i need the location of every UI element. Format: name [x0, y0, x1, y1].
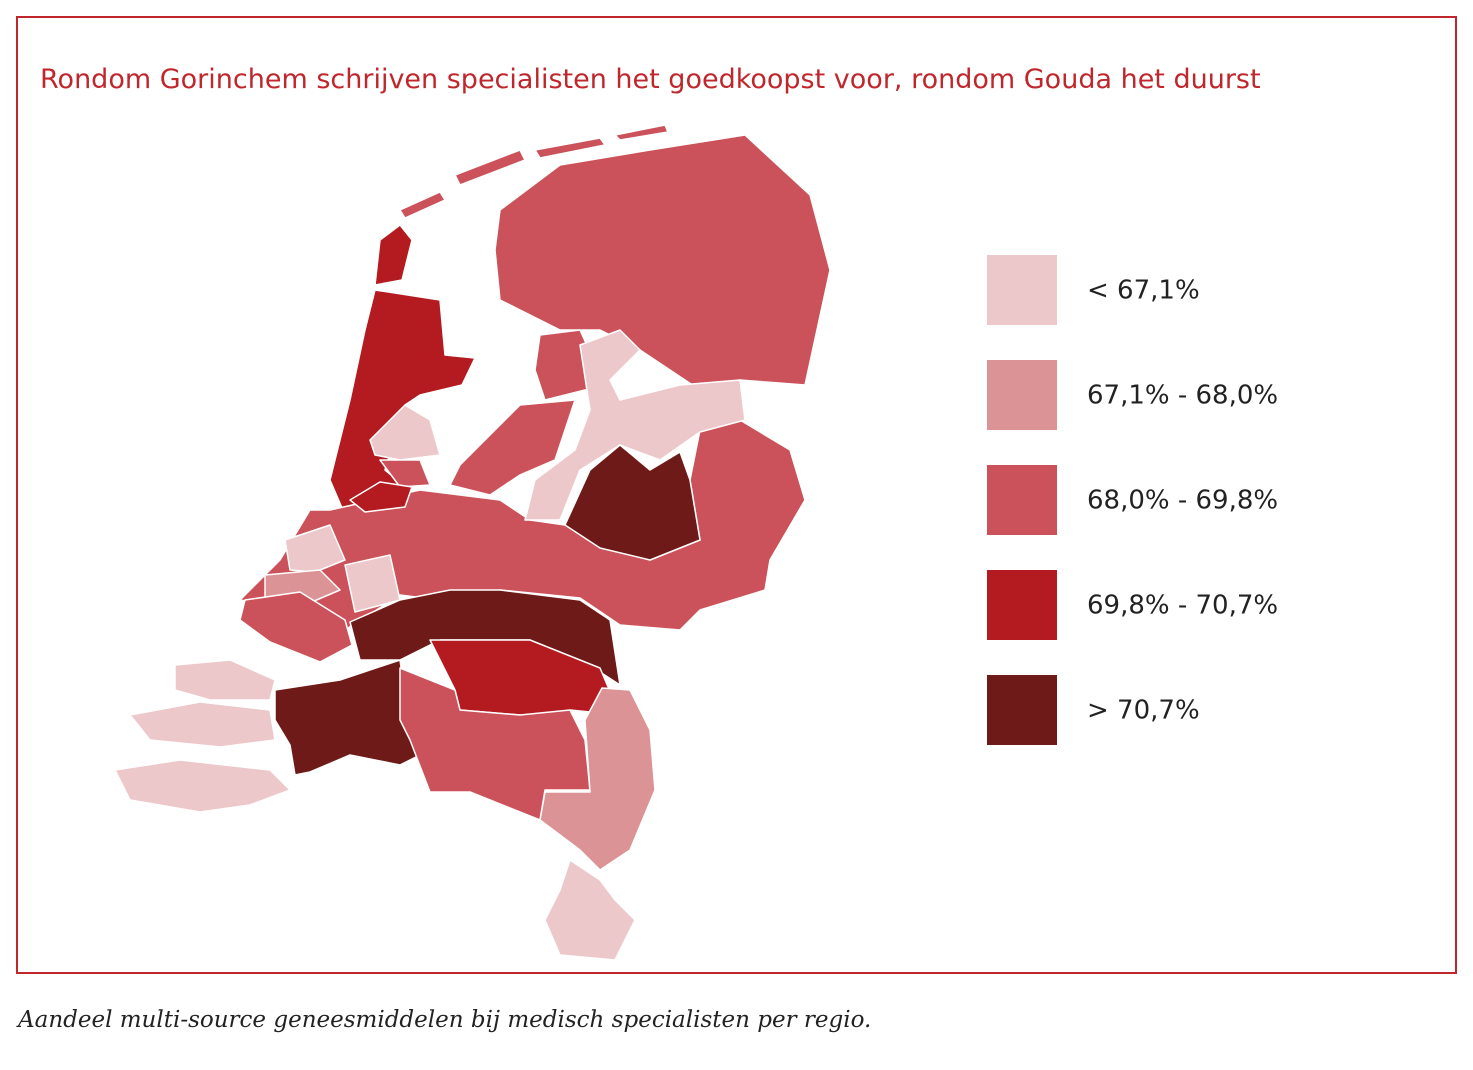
region	[349, 589, 621, 686]
map	[114, 124, 831, 961]
legend-swatch	[987, 255, 1057, 325]
region	[534, 137, 606, 159]
region	[114, 759, 291, 813]
legend-label: < 67,1%	[1087, 276, 1200, 306]
legend-label: 69,8% - 70,7%	[1087, 591, 1278, 621]
region	[374, 224, 413, 286]
region	[544, 859, 636, 961]
legend-swatch	[987, 465, 1057, 535]
legend-label: 68,0% - 69,8%	[1087, 486, 1278, 516]
region	[284, 524, 346, 573]
caption: Aandeel multi-source geneesmiddelen bij …	[16, 1007, 871, 1033]
region	[274, 659, 421, 776]
region	[129, 701, 276, 748]
region	[564, 444, 701, 561]
region	[174, 659, 276, 701]
legend: < 67,1% 67,1% - 68,0% 68,0% - 69,8% 69,8% -…	[987, 255, 1278, 745]
region	[379, 459, 431, 488]
region	[399, 191, 446, 219]
region	[614, 124, 669, 141]
region	[369, 404, 441, 461]
region	[539, 687, 656, 871]
map-title: Rondom Gorinchem schrijven specialisten …	[40, 64, 1261, 95]
region	[239, 591, 353, 663]
legend-label: 67,1% - 68,0%	[1087, 381, 1278, 411]
region	[454, 149, 526, 186]
region	[399, 667, 591, 821]
legend-swatch	[987, 360, 1057, 430]
legend-swatch	[987, 675, 1057, 745]
region	[524, 329, 746, 521]
frame	[16, 16, 1457, 974]
region	[449, 399, 576, 496]
legend-label: > 70,7%	[1087, 696, 1200, 726]
legend-swatch	[987, 570, 1057, 640]
region	[349, 481, 413, 513]
